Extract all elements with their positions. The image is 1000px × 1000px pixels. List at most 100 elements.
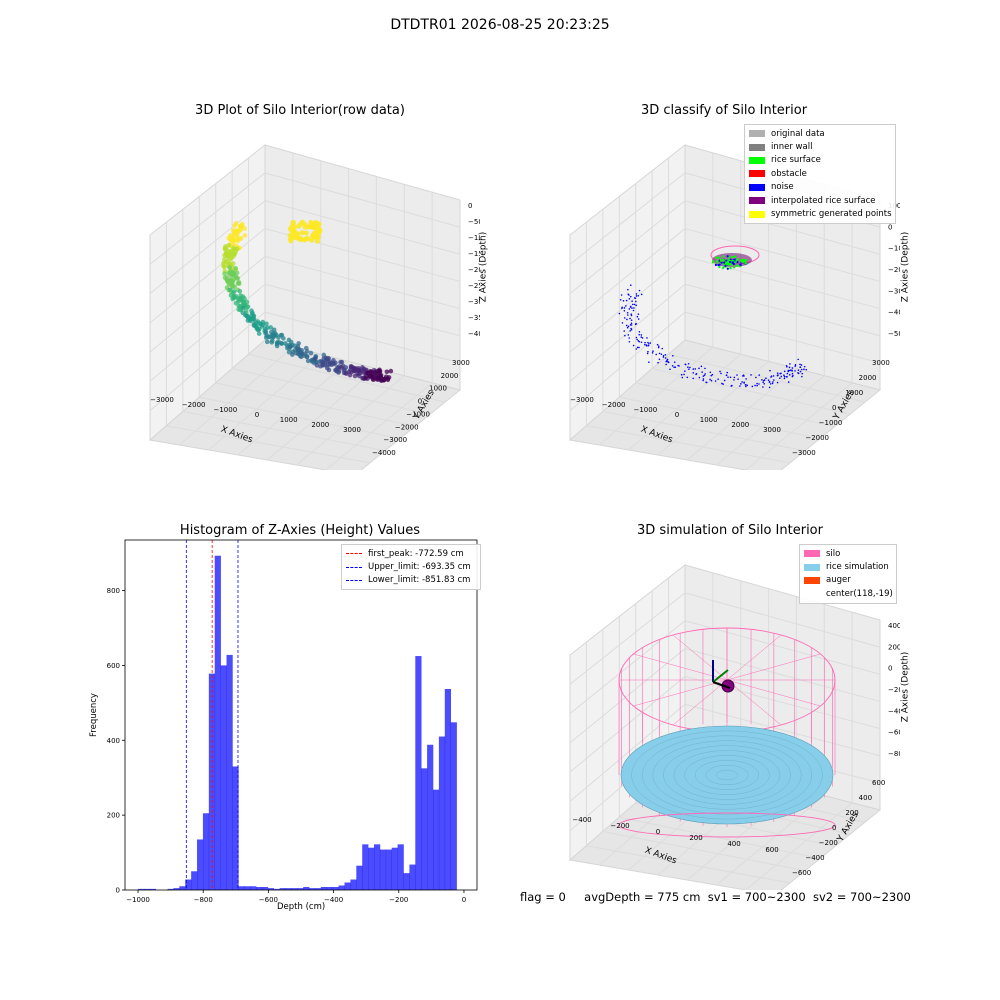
panel1-xtick: 0 — [255, 411, 259, 419]
noise-point — [786, 376, 788, 378]
noise-point — [641, 337, 644, 339]
noise-point — [635, 348, 638, 350]
panel4-gridline — [569, 703, 686, 802]
rice-simulation-surface — [620, 725, 834, 825]
noise-point — [745, 385, 747, 388]
histogram-xtick-label: −800 — [194, 896, 213, 904]
data-point — [323, 359, 328, 364]
noise-point — [768, 381, 771, 383]
silo-spoke — [726, 679, 821, 707]
noise-point — [745, 383, 747, 386]
noise-point — [629, 317, 631, 320]
noise-point — [623, 330, 625, 332]
panel2-legend-entry: original data — [749, 127, 891, 140]
histogram-ytick-label: 200 — [107, 812, 120, 820]
noise-point — [788, 374, 791, 376]
noise-point — [677, 364, 679, 367]
panel1-ztick: −2000 — [468, 266, 480, 274]
panel2-legend-swatch — [749, 170, 765, 178]
noise-point — [628, 298, 631, 300]
panel4-ztick: −200 — [888, 686, 900, 694]
panel2-gridline — [684, 283, 881, 337]
noise-point — [674, 366, 677, 369]
rice-surface-point — [736, 261, 739, 264]
panel2-gridline — [602, 410, 806, 452]
noise-point — [702, 378, 705, 380]
panel2-pane-floor — [568, 339, 882, 470]
panel2-legend-label: interpolated rice surface — [771, 195, 876, 206]
noise-point — [619, 299, 622, 301]
data-point — [291, 227, 297, 233]
panel2-title: 3D classify of Silo Interior — [640, 103, 808, 118]
silo-spoke — [672, 634, 728, 681]
panel2-legend-swatch — [749, 143, 765, 151]
noise-point — [788, 366, 791, 369]
panel4-3d-plot: −400−2000200400600−600−400−2000200400600… — [568, 563, 900, 890]
panel4-gridline — [684, 592, 881, 648]
noise-point — [628, 337, 631, 339]
data-point — [234, 270, 240, 276]
data-point — [271, 334, 277, 339]
histogram-legend-line — [346, 579, 362, 581]
data-point — [379, 377, 385, 383]
panel1-gridline — [215, 382, 416, 427]
noise-point — [652, 350, 654, 353]
panel1-ztick: −500 — [468, 218, 480, 226]
panel1-ytick: 2000 — [441, 372, 459, 380]
data-point — [263, 329, 269, 335]
noise-point — [695, 372, 698, 375]
data-point — [375, 374, 381, 380]
data-point — [231, 295, 237, 300]
panel1-ytick: −2000 — [395, 423, 419, 431]
noise-point — [779, 377, 781, 380]
data-point — [305, 358, 311, 364]
panel4-legend-label: rice simulation — [826, 562, 889, 573]
noise-point — [788, 369, 791, 372]
noise-point — [621, 306, 623, 309]
data-point — [231, 289, 237, 294]
noise-point — [647, 343, 650, 345]
panel2-gridline — [569, 172, 686, 265]
noise-point — [743, 375, 745, 377]
histogram-bar — [256, 887, 263, 890]
data-point — [233, 265, 238, 271]
histogram-bar — [297, 888, 304, 890]
noise-point — [751, 385, 754, 388]
noise-point — [719, 370, 721, 373]
status-sv2: sv2 = 700~2300 — [812, 890, 911, 904]
histogram-legend-line — [346, 553, 362, 555]
noise-point — [776, 372, 779, 374]
panel4-ytick: −200 — [819, 839, 838, 847]
status-flag: flag = 0 — [520, 890, 566, 904]
data-point — [234, 236, 240, 242]
noise-point — [794, 370, 796, 372]
panel2-legend: original data inner wall rice surface obsta… — [744, 124, 896, 224]
noise-point — [692, 368, 695, 370]
noise-point — [623, 309, 626, 312]
noise-point — [704, 367, 706, 370]
panel2-legend-label: noise — [771, 182, 794, 193]
panel4-gridline — [684, 620, 881, 675]
panel2-gridline — [569, 200, 686, 294]
noise-point — [640, 293, 643, 296]
panel1-xtick: −2000 — [182, 401, 206, 409]
status-sv1: sv1 = 700~2300 — [707, 890, 806, 904]
noise-point — [647, 341, 649, 344]
rice-surface-point — [731, 261, 735, 264]
rice-surface-point — [726, 267, 729, 270]
noise-point — [783, 377, 786, 380]
noise-point — [791, 367, 794, 369]
panel4-ztick: −600 — [888, 729, 900, 737]
rice-mesh-ring — [684, 755, 770, 795]
panel1-ytick: 3000 — [452, 359, 470, 367]
noise-point — [756, 382, 758, 385]
rice-surface-point — [717, 263, 720, 267]
panel1-3d-plot: −3000 −2000 −1000 0 1000 2000 3000 −4000 −3000 −2… — [148, 143, 480, 470]
noise-point — [737, 378, 739, 380]
histogram-bar — [185, 879, 192, 890]
noise-point — [647, 344, 650, 347]
data-point — [255, 327, 261, 333]
rice-surface-point — [736, 264, 739, 267]
panel4-gridline — [619, 816, 821, 860]
panel2-legend-swatch — [749, 210, 765, 218]
